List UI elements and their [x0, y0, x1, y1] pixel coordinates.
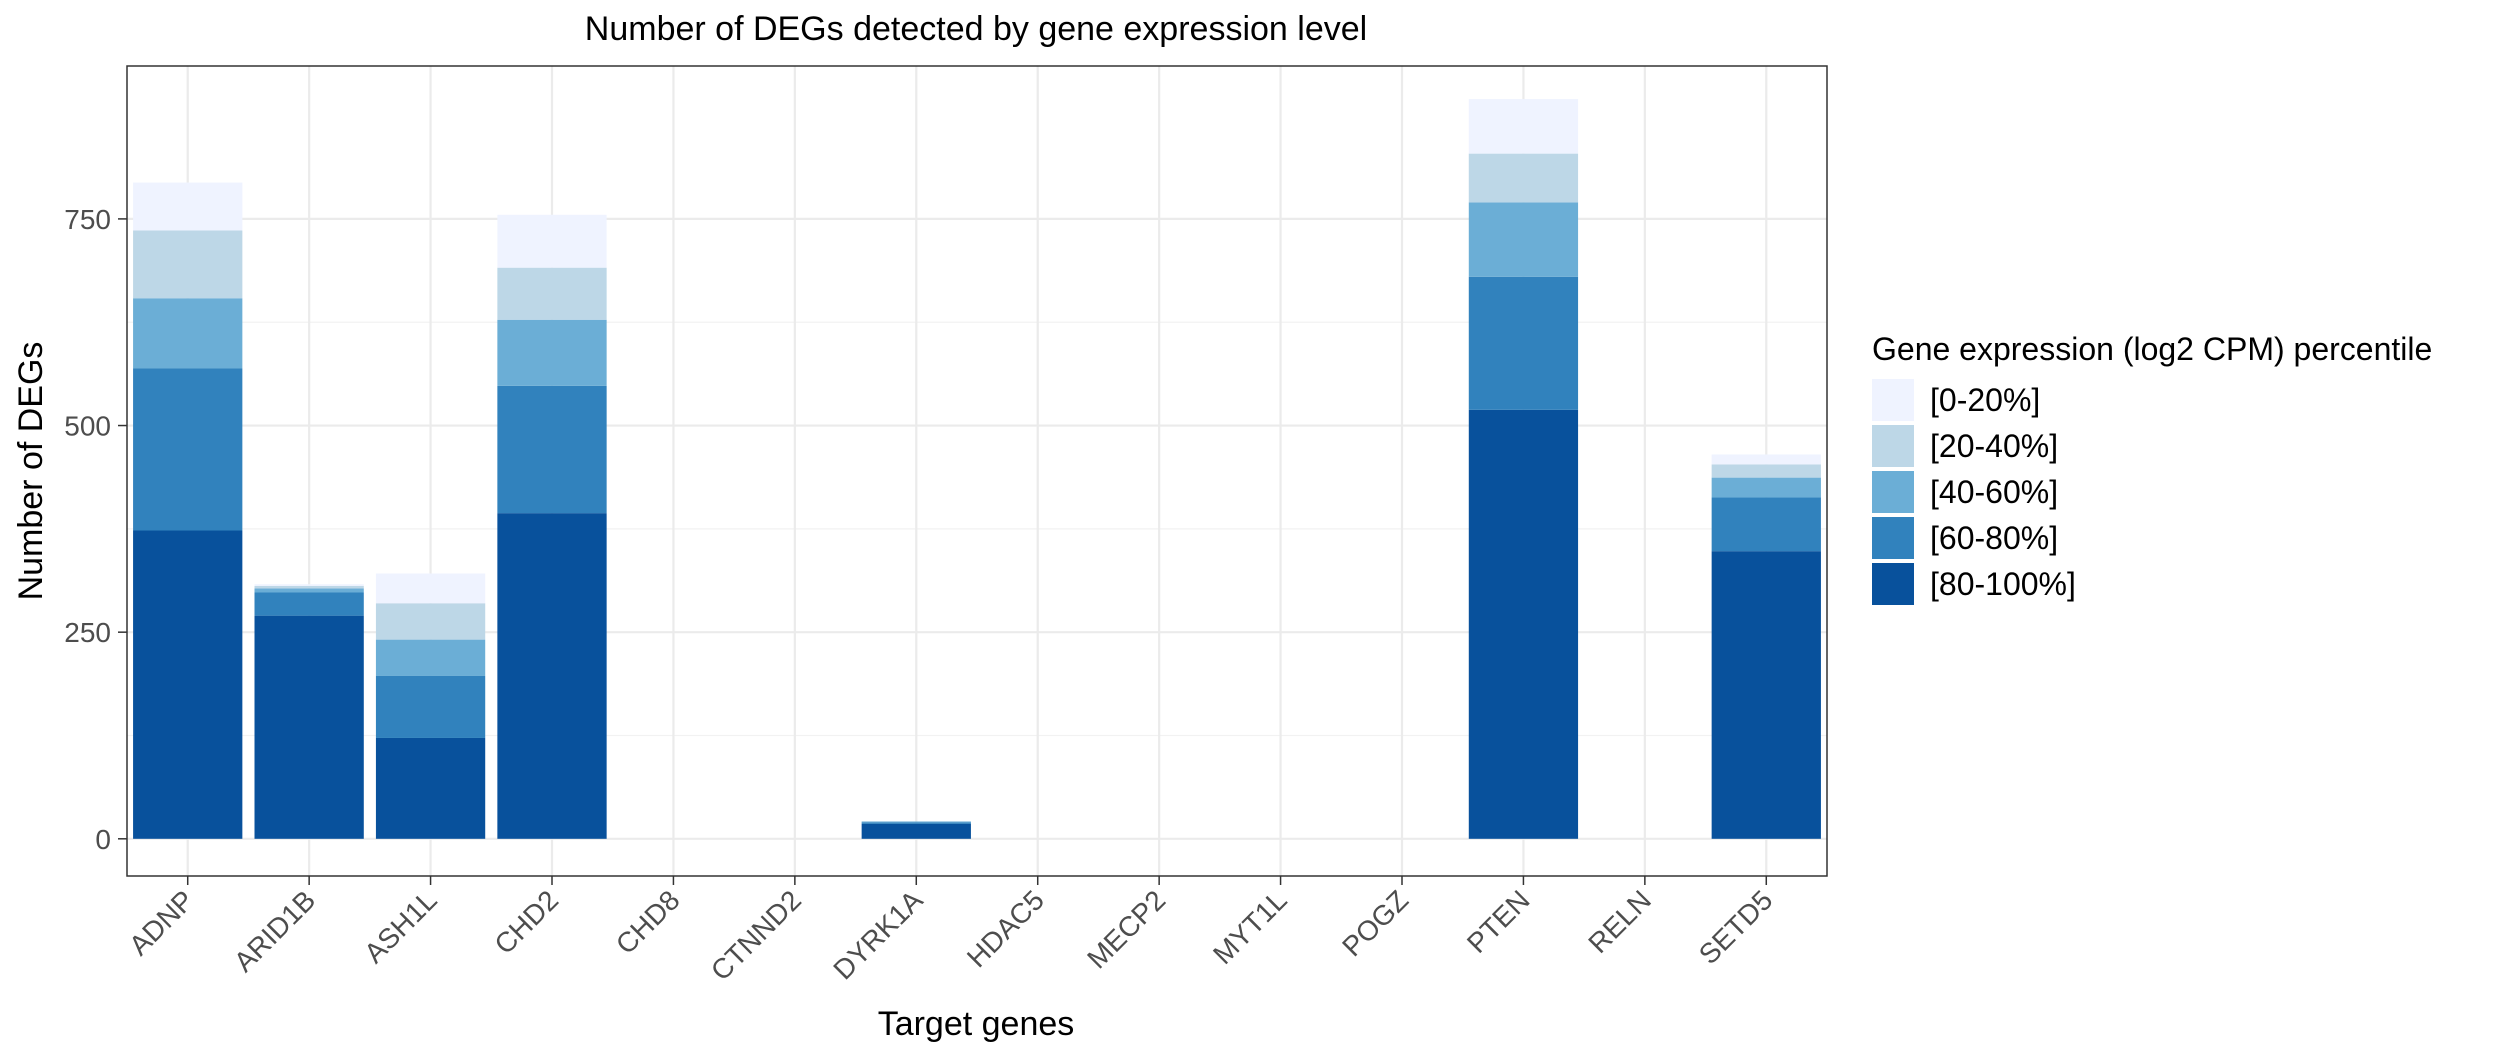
bar-segment — [1468, 99, 1579, 154]
bar-segment — [1468, 202, 1579, 277]
legend-key — [1872, 379, 1914, 421]
bar-segment — [133, 298, 243, 369]
x-tick-label: RELN — [1582, 884, 1657, 959]
y-axis: 0 250 500 750 — [64, 204, 127, 855]
legend-label: [80-100%] — [1930, 566, 2076, 602]
x-axis-title: Target genes — [878, 1005, 1075, 1043]
bar-segment — [254, 588, 364, 593]
x-tick-label: CHD2 — [488, 884, 564, 960]
bar-segment — [861, 823, 971, 839]
bar-segment — [1711, 497, 1821, 552]
x-tick-label: CTNND2 — [705, 884, 807, 986]
legend-label: [20-40%] — [1930, 428, 2058, 464]
x-tick-label: ARID1B — [228, 884, 321, 977]
chart-title: Number of DEGs detected by gene expressi… — [585, 10, 1367, 48]
legend-key — [1872, 425, 1914, 467]
legend-label: [40-60%] — [1930, 474, 2058, 510]
plot-area — [126, 65, 1828, 877]
x-tick-label: MYT1L — [1207, 884, 1293, 970]
x-tick-label: PTEN — [1461, 884, 1536, 959]
x-tick-label: POGZ — [1336, 884, 1414, 962]
x-tick-label: CHD8 — [610, 884, 686, 960]
y-tick-label: 0 — [95, 824, 111, 855]
y-tick-label: 500 — [64, 411, 111, 442]
bar-segment — [375, 573, 486, 604]
bar-segment — [133, 182, 243, 231]
x-tick-label: ADNP — [123, 884, 200, 961]
bar-segment — [375, 639, 486, 676]
y-axis-title: Number of DEGs — [12, 342, 50, 601]
bar-segment — [1711, 551, 1821, 839]
bar-segment — [375, 603, 486, 640]
bar-segment — [861, 822, 971, 824]
legend-key — [1872, 471, 1914, 513]
legend-label: [0-20%] — [1930, 382, 2040, 418]
legend-key — [1872, 563, 1914, 605]
bar-segment — [254, 615, 364, 839]
legend-key — [1872, 517, 1914, 559]
bar-segment — [497, 267, 607, 320]
x-tick-label: HDAC5 — [961, 884, 1050, 973]
plot-border — [126, 65, 1828, 877]
bar-segment — [254, 585, 364, 589]
legend-items: [0-20%] [20-40%] [40-60%] [60-80%] [80-100%] — [1872, 379, 2076, 605]
bar-segment — [1468, 153, 1579, 203]
bar-segment — [1711, 477, 1821, 498]
bars — [133, 99, 1821, 839]
bar-segment — [133, 230, 243, 299]
bar-segment — [375, 737, 486, 839]
bar-segment — [497, 513, 607, 839]
legend: Gene expression (log2 CPM) percentile [0… — [1872, 331, 2432, 605]
x-tick-label: SETD5 — [1693, 884, 1779, 970]
x-tick-label: DYRK1A — [827, 884, 928, 985]
y-tick-label: 250 — [64, 617, 111, 648]
bar-segment — [497, 319, 607, 386]
bar-segment — [254, 584, 364, 586]
bar-segment — [1711, 454, 1821, 465]
x-tick-label: MECP2 — [1081, 884, 1171, 974]
bar-segment — [1468, 409, 1579, 839]
bar-segment — [1468, 276, 1579, 410]
bar-segment — [1711, 464, 1821, 478]
y-tick-label: 750 — [64, 204, 111, 235]
bar-segment — [133, 368, 243, 531]
legend-title: Gene expression (log2 CPM) percentile — [1872, 331, 2432, 367]
bar-segment — [133, 530, 243, 839]
bar-segment — [375, 675, 486, 738]
bar-segment — [254, 592, 364, 616]
x-tick-label: ASH1L — [358, 884, 443, 969]
legend-label: [60-80%] — [1930, 520, 2058, 556]
bar-segment — [497, 214, 607, 268]
bar-segment — [861, 821, 971, 823]
bar-segment — [497, 385, 607, 514]
x-axis: ADNP ARID1B ASH1L CHD2 CHD8 CTNND2 DYRK1A HDAC5… — [123, 876, 1779, 987]
